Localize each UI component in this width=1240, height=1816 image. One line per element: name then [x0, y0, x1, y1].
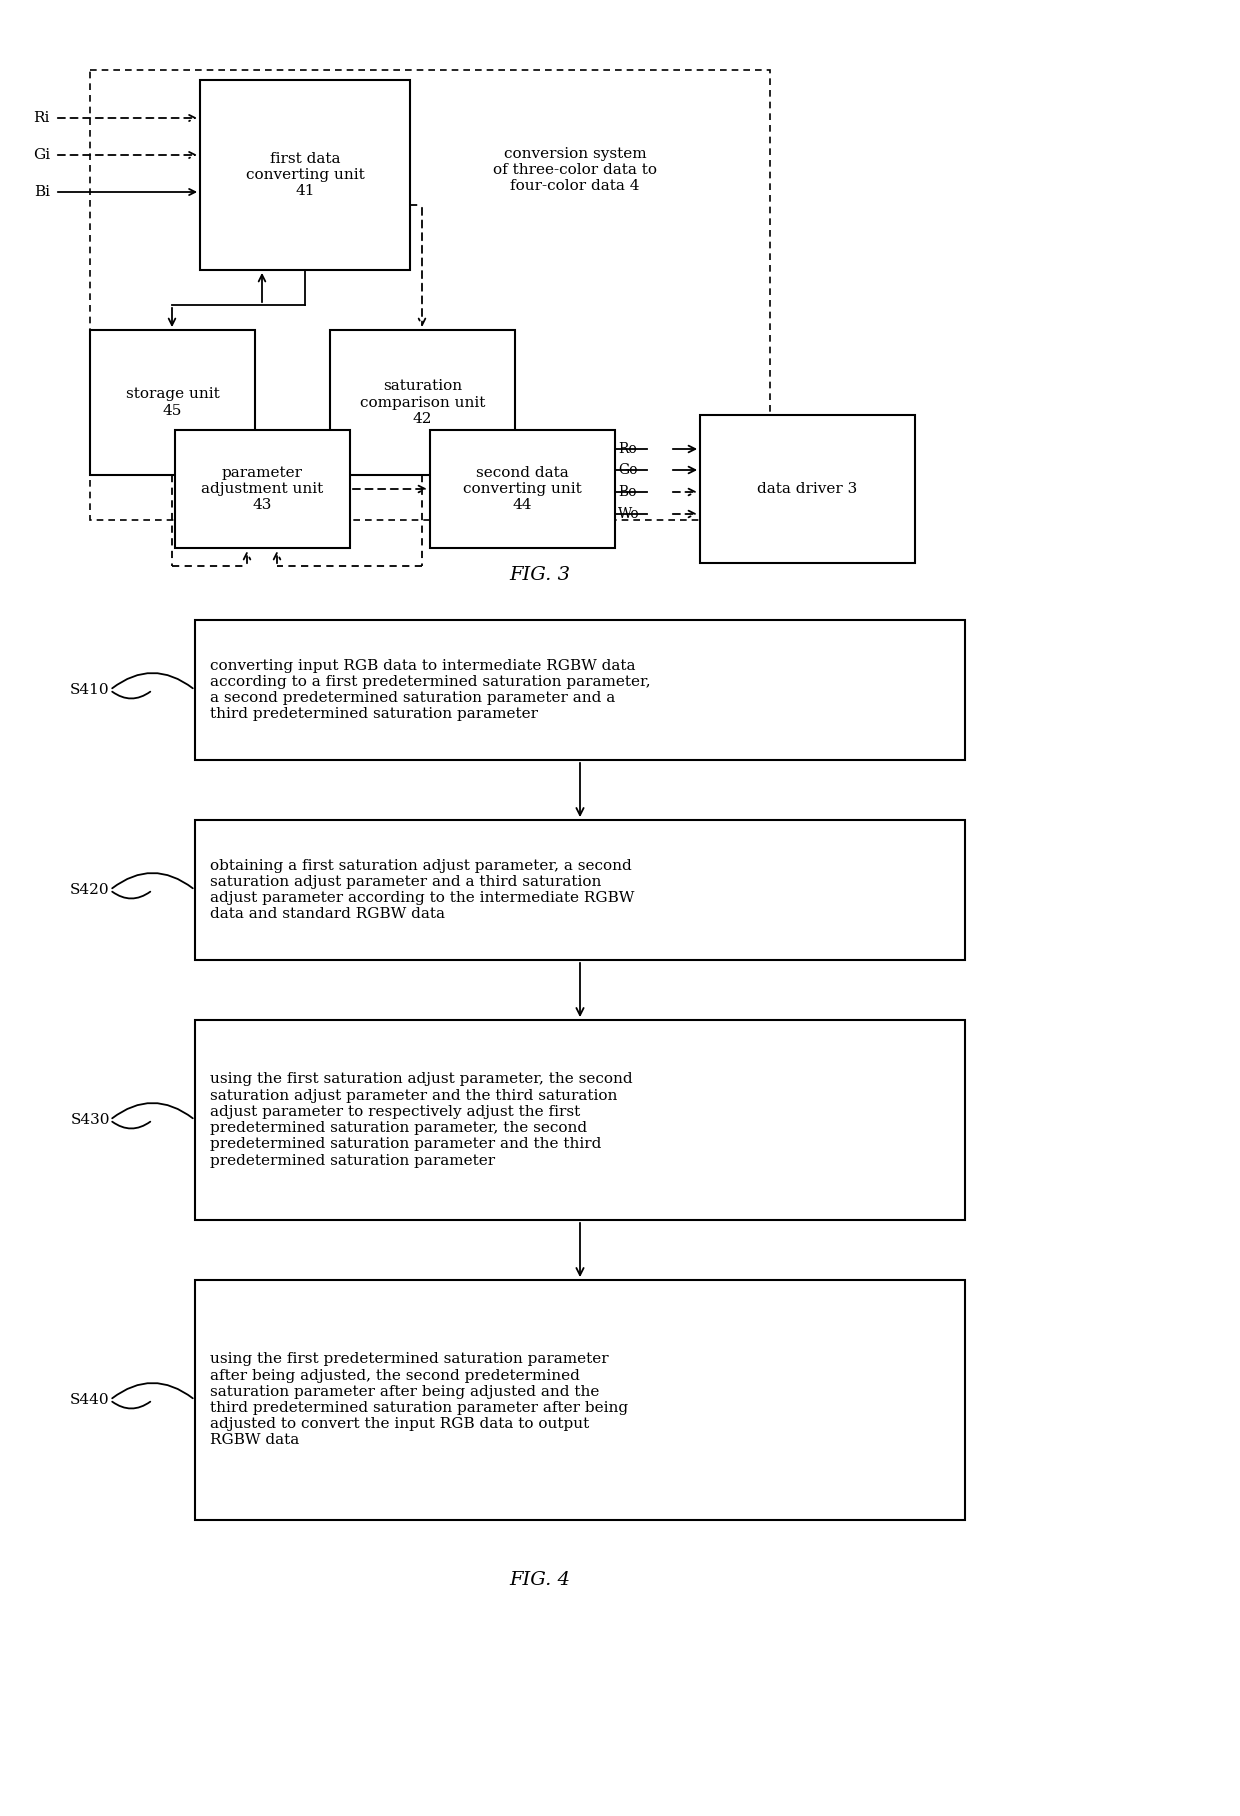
Text: parameter
adjustment unit
43: parameter adjustment unit 43 — [201, 465, 324, 512]
Bar — [195, 821, 965, 961]
Text: S440: S440 — [71, 1393, 110, 1407]
Bar — [195, 1021, 965, 1220]
Bar — [195, 619, 965, 761]
Bar — [91, 71, 770, 519]
Text: S420: S420 — [71, 883, 110, 897]
Text: Wo: Wo — [618, 507, 640, 521]
Text: using the first saturation adjust parameter, the second
saturation adjust parame: using the first saturation adjust parame… — [210, 1073, 632, 1168]
Bar — [430, 430, 615, 548]
Text: using the first predetermined saturation parameter
after being adjusted, the sec: using the first predetermined saturation… — [210, 1353, 629, 1447]
Text: saturation
comparison unit
42: saturation comparison unit 42 — [360, 380, 485, 425]
Text: FIG. 3: FIG. 3 — [510, 567, 570, 585]
Bar — [91, 331, 255, 476]
Bar — [701, 416, 915, 563]
Text: Ro: Ro — [618, 441, 637, 456]
Text: Ri: Ri — [33, 111, 50, 125]
Text: Go: Go — [618, 463, 637, 478]
Text: second data
converting unit
44: second data converting unit 44 — [463, 465, 582, 512]
Text: obtaining a first saturation adjust parameter, a second
saturation adjust parame: obtaining a first saturation adjust para… — [210, 859, 635, 921]
Text: conversion system
of three-color data to
four-color data 4: conversion system of three-color data to… — [494, 147, 657, 192]
Text: first data
converting unit
41: first data converting unit 41 — [246, 153, 365, 198]
Text: converting input RGB data to intermediate RGBW data
according to a first predete: converting input RGB data to intermediat… — [210, 659, 651, 721]
Bar — [175, 430, 350, 548]
Text: Bo: Bo — [618, 485, 636, 499]
Text: FIG. 4: FIG. 4 — [510, 1571, 570, 1589]
Bar — [195, 1280, 965, 1520]
Text: storage unit
45: storage unit 45 — [125, 387, 219, 418]
Bar — [330, 331, 515, 476]
Bar — [200, 80, 410, 271]
Text: S410: S410 — [71, 683, 110, 697]
Text: Bi: Bi — [33, 185, 50, 200]
Text: data driver 3: data driver 3 — [758, 481, 858, 496]
Text: S430: S430 — [71, 1113, 110, 1128]
Text: Gi: Gi — [33, 147, 50, 162]
